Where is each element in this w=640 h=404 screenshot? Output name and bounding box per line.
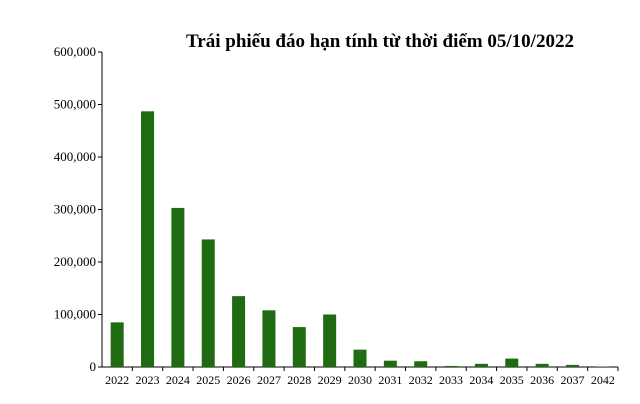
- x-tick-label: 2034: [469, 373, 493, 387]
- bar-2037: [565, 364, 579, 367]
- x-tick-label: 2042: [591, 373, 615, 387]
- bar-2036: [535, 363, 549, 367]
- bar-2034: [474, 363, 488, 367]
- bars: [110, 111, 610, 367]
- y-axis: 0 100,000 200,000 300,000 400,000 500,000 600,…: [54, 44, 103, 374]
- bar-2030: [353, 349, 367, 367]
- y-tick-label: 600,000: [54, 44, 96, 59]
- chart-title: Trái phiếu đáo hạn tính từ thời điểm 05/…: [186, 31, 574, 52]
- bar-2026: [232, 296, 246, 367]
- x-tick-label: 2035: [500, 373, 524, 387]
- y-tick-label: 300,000: [54, 202, 96, 217]
- x-tick-label: 2028: [287, 373, 311, 387]
- x-tick-label: 2032: [409, 373, 433, 387]
- x-tick-label: 2036: [530, 373, 554, 387]
- bar-2035: [505, 358, 519, 367]
- bar-2032: [414, 361, 428, 367]
- y-tick-label: 500,000: [54, 97, 96, 112]
- x-tick-label: 2037: [560, 373, 584, 387]
- bar-2033: [444, 365, 458, 367]
- bar-2027: [262, 310, 276, 367]
- x-tick-label: 2025: [196, 373, 220, 387]
- bar-2031: [383, 360, 397, 367]
- bar-2028: [292, 327, 306, 367]
- y-tick-label: 400,000: [54, 149, 96, 164]
- x-tick-label: 2022: [105, 373, 129, 387]
- bar-2042: [596, 366, 610, 367]
- bar-2024: [171, 207, 185, 367]
- x-tick-label: 2024: [166, 373, 190, 387]
- y-tick-label: 100,000: [54, 307, 96, 322]
- bar-2029: [323, 314, 337, 367]
- y-tick-label: 0: [90, 359, 97, 374]
- x-tick-label: 2031: [378, 373, 402, 387]
- x-tick-label: 2026: [227, 373, 251, 387]
- bar-2022: [110, 322, 124, 367]
- x-axis: 2022 2023 2024 2025 2026 2027 2028 2029 2030 2031…: [102, 366, 619, 387]
- x-tick-label: 2033: [439, 373, 463, 387]
- x-tick-label: 2030: [348, 373, 372, 387]
- x-tick-label: 2023: [136, 373, 160, 387]
- x-tick-label: 2029: [318, 373, 342, 387]
- y-tick-label: 200,000: [54, 254, 96, 269]
- bar-2025: [201, 239, 215, 367]
- x-tick-label: 2027: [257, 373, 281, 387]
- bar-2023: [141, 111, 155, 367]
